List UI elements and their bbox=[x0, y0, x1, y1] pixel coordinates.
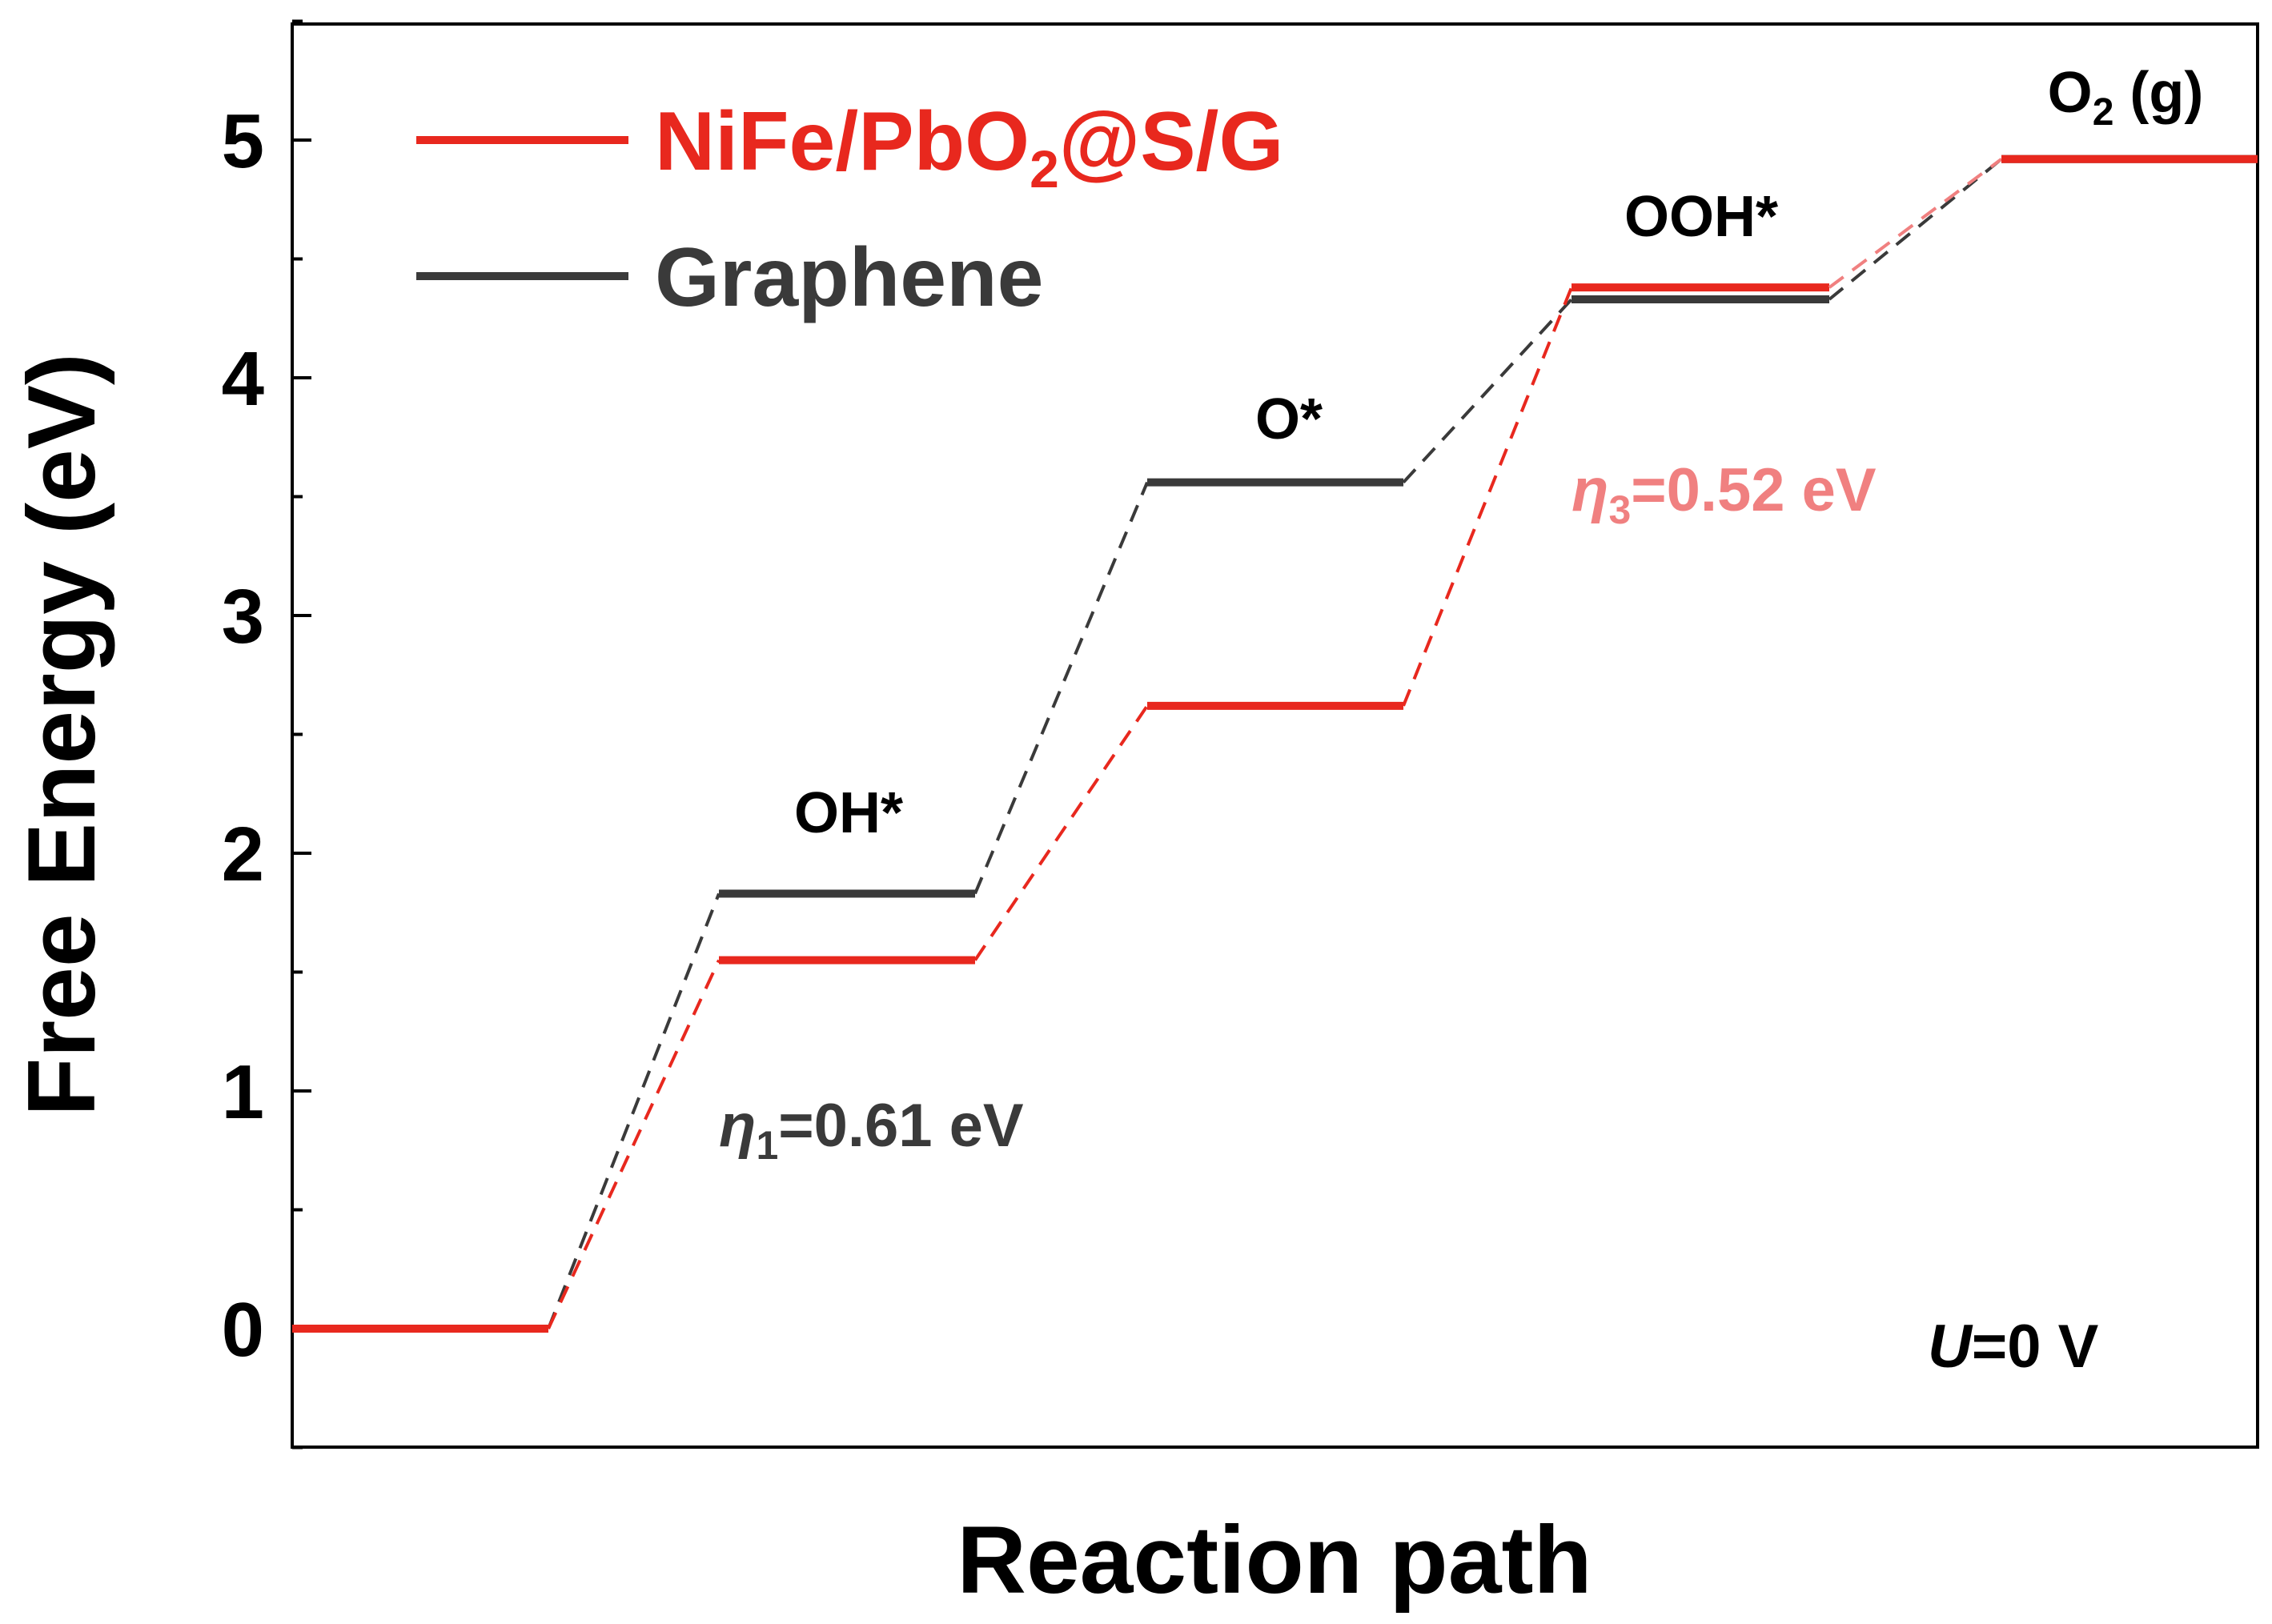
series-layer bbox=[292, 154, 2258, 1333]
y-tick-label: 2 bbox=[222, 812, 264, 897]
annotation-potential-symbol: U bbox=[1928, 1313, 1973, 1381]
state-label-o: O* bbox=[1255, 387, 1323, 451]
state-label-o2-sub: 2 bbox=[2093, 91, 2114, 134]
state-label-o2-main: O bbox=[2048, 61, 2093, 125]
annotation-eta1-sub: 1 bbox=[756, 1123, 778, 1168]
annotation-eta3-sub: 3 bbox=[1608, 487, 1631, 532]
transition-connector bbox=[547, 892, 721, 1329]
y-tick-label: 0 bbox=[222, 1287, 264, 1373]
transition-connector bbox=[1402, 298, 1573, 484]
annotation-eta3-text: =0.52 eV bbox=[1631, 456, 1877, 524]
y-tick-label: 3 bbox=[222, 574, 264, 660]
state-label-ooh: OOH* bbox=[1624, 185, 1778, 249]
legend-label-nife-tail: @S/G bbox=[1059, 95, 1284, 188]
annotation-potential: U=0 V bbox=[1928, 1313, 2099, 1381]
legend-label-nife-main: NiFe/PbO bbox=[655, 95, 1030, 188]
state-label-oh: OH* bbox=[794, 781, 903, 845]
state-label-o2-tail: (g) bbox=[2113, 61, 2203, 125]
y-axis: 0 1 2 3 4 5 bbox=[222, 19, 311, 1450]
series-graphene bbox=[292, 154, 2258, 1333]
annotation-eta3: η3=0.52 eV bbox=[1572, 456, 1877, 532]
transition-connector bbox=[1828, 158, 2003, 289]
y-tick-label: 1 bbox=[222, 1049, 264, 1135]
legend: NiFe/PbO2@S/G Graphene bbox=[416, 95, 1283, 324]
y-tick-label: 4 bbox=[222, 336, 264, 422]
y-axis-title: Free Energy (eV) bbox=[8, 353, 115, 1117]
series-nife-pbo2-sg bbox=[292, 154, 2258, 1333]
annotation-eta1-symbol: η bbox=[719, 1092, 756, 1160]
annotation-potential-text: =0 V bbox=[1972, 1313, 2099, 1381]
legend-label-graphene: Graphene bbox=[655, 231, 1043, 324]
state-label-o2: O2 (g) bbox=[2048, 61, 2204, 134]
annotation-eta1: η1=0.61 eV bbox=[719, 1092, 1024, 1168]
y-tick-label: 5 bbox=[222, 98, 264, 184]
legend-label-nife-sub: 2 bbox=[1030, 139, 1059, 198]
annotation-eta1-text: =0.61 eV bbox=[778, 1092, 1024, 1160]
legend-label-nife: NiFe/PbO2@S/G bbox=[655, 95, 1283, 198]
transition-connector bbox=[973, 704, 1149, 961]
transition-connector bbox=[973, 481, 1149, 895]
transition-connector bbox=[547, 959, 721, 1329]
annotation-eta3-symbol: η bbox=[1572, 456, 1608, 524]
x-axis-title: Reaction path bbox=[957, 1506, 1592, 1614]
transition-connector bbox=[1402, 287, 1573, 707]
